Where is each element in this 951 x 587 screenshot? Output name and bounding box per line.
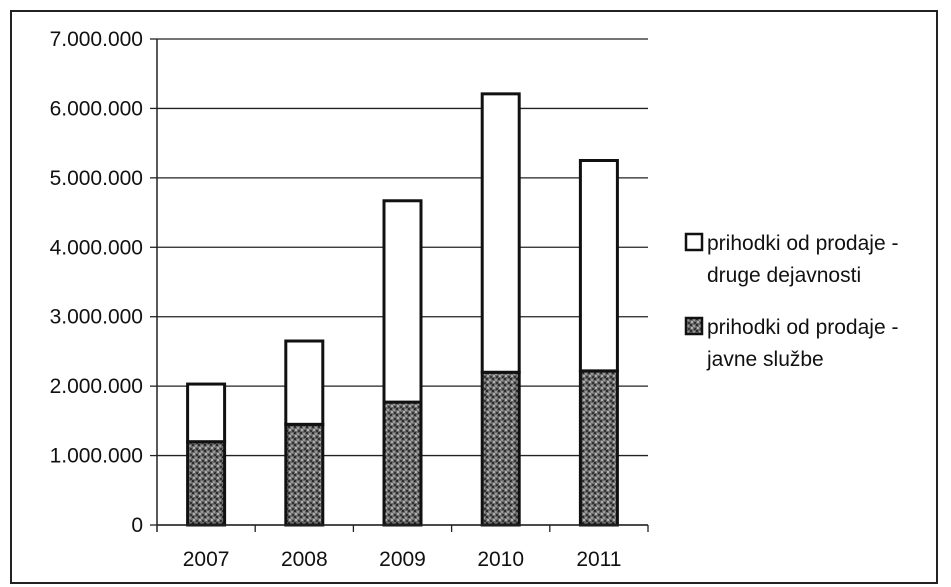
legend-label-line1: prihodki od prodaje - bbox=[707, 316, 898, 339]
bar-segment-druge-dejavnosti bbox=[382, 199, 423, 404]
bar-segment-javne-sluzbe bbox=[578, 369, 619, 527]
y-tick-label: 4.000.000 bbox=[50, 236, 143, 259]
bar-segment-druge-dejavnosti bbox=[480, 92, 521, 374]
bar-segment-javne-sluzbe bbox=[480, 370, 521, 527]
legend-label-line1: prihodki od prodaje - bbox=[707, 232, 898, 255]
x-tick-label: 2011 bbox=[576, 548, 621, 571]
bar-segment-druge-dejavnosti bbox=[578, 159, 619, 373]
y-tick-label: 3.000.000 bbox=[50, 306, 143, 329]
legend-label-line2: druge dejavnosti bbox=[707, 264, 861, 287]
legend-label-line2: javne službe bbox=[706, 348, 824, 371]
y-tick-label: 1.000.000 bbox=[50, 445, 143, 468]
legend-swatch-speckled-icon bbox=[684, 316, 704, 336]
legend-item-druge-dejavnosti: prihodki od prodaje - druge dejavnosti bbox=[684, 232, 898, 287]
y-tick-label: 6.000.000 bbox=[50, 97, 143, 120]
y-tick-labels: 0 1.000.000 2.000.000 3.000.000 4.000.000 5.0… bbox=[50, 28, 157, 537]
bar-segment-javne-sluzbe bbox=[382, 400, 423, 527]
legend-item-javne-sluzbe: prihodki od prodaje - javne službe bbox=[684, 316, 898, 371]
legend: prihodki od prodaje - druge dejavnosti p… bbox=[684, 232, 898, 371]
y-tick-label: 7.000.000 bbox=[50, 28, 143, 51]
x-tick-label: 2009 bbox=[379, 548, 426, 571]
bar-segment-druge-dejavnosti bbox=[284, 339, 325, 426]
legend-swatch-white-icon bbox=[684, 232, 704, 252]
bar-segment-javne-sluzbe bbox=[186, 440, 227, 527]
x-tick-labels: 2007 2008 2009 2010 2011 bbox=[183, 525, 649, 571]
x-tick-label: 2007 bbox=[183, 548, 230, 571]
x-tick-label: 2010 bbox=[477, 548, 524, 571]
bar-segment-druge-dejavnosti bbox=[186, 382, 227, 444]
chart-frame bbox=[10, 10, 938, 584]
bars bbox=[186, 92, 619, 527]
y-tick-label: 5.000.000 bbox=[50, 167, 143, 190]
y-tick-label: 2.000.000 bbox=[50, 375, 143, 398]
bar-segment-javne-sluzbe bbox=[284, 422, 325, 527]
y-tick-label: 0 bbox=[131, 514, 143, 537]
axes bbox=[156, 39, 648, 532]
x-tick-label: 2008 bbox=[281, 548, 328, 571]
